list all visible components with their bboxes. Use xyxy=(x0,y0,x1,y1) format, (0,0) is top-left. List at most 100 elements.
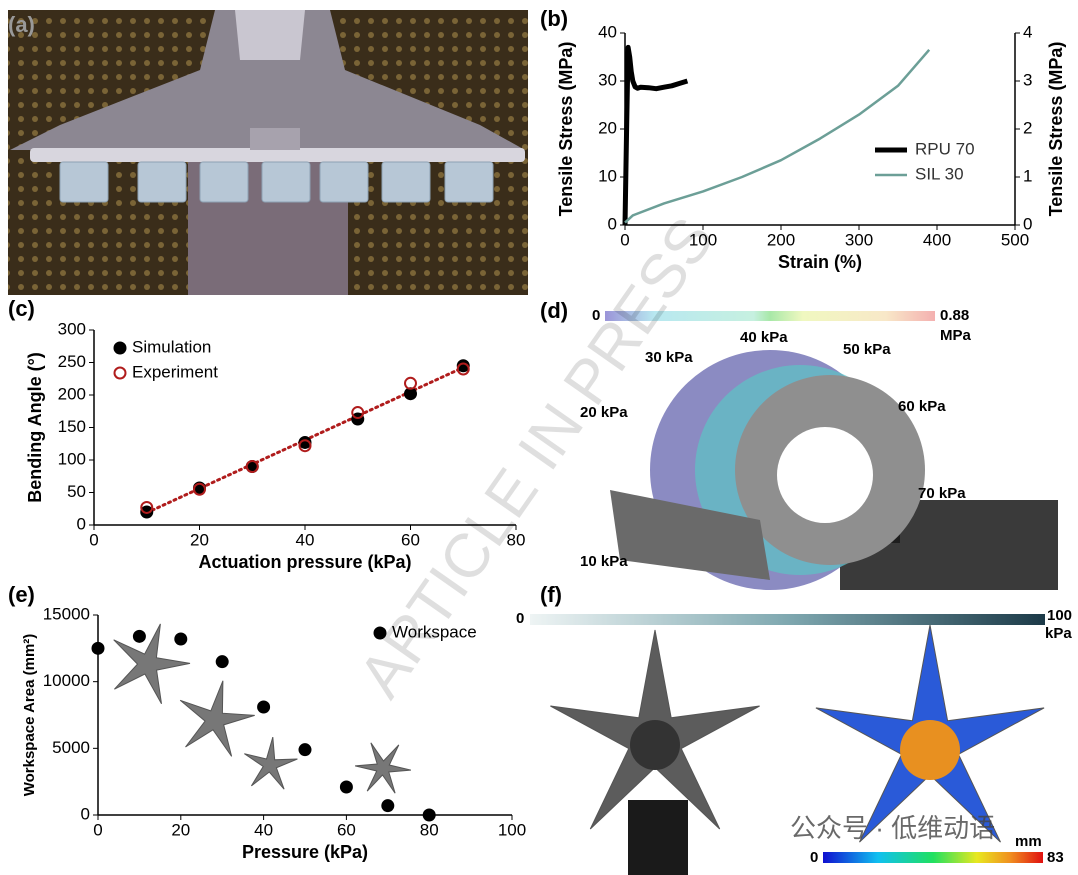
point xyxy=(404,387,417,401)
panel-label: (f) xyxy=(540,582,562,607)
y-tick-label: 30 xyxy=(598,70,617,89)
pressure-label: 40 kPa xyxy=(740,329,788,346)
y2-tick-label: 4 xyxy=(1023,22,1032,41)
x-tick-label: 80 xyxy=(420,820,439,839)
pressure-label: 30 kPa xyxy=(645,349,693,366)
point xyxy=(404,376,417,390)
pressure-label: 50 kPa xyxy=(843,341,891,358)
y-tick-label: 50 xyxy=(67,482,86,501)
colorbar-max: 100 xyxy=(1047,607,1072,624)
y-tick-label: 15000 xyxy=(43,604,90,623)
x-axis-title: Pressure (kPa) xyxy=(242,842,368,862)
y-tick-label: 250 xyxy=(58,352,86,371)
point xyxy=(298,439,312,453)
x-tick-label: 200 xyxy=(767,230,795,249)
point xyxy=(456,362,470,376)
x-tick-label: 80 xyxy=(507,530,526,549)
y-tick-label: 10000 xyxy=(43,671,90,690)
x-tick-label: 0 xyxy=(93,820,102,839)
colorbar-unit: mm xyxy=(1015,833,1042,850)
colorbar-min: 0 xyxy=(516,610,524,627)
point xyxy=(193,482,206,496)
y2-tick-label: 2 xyxy=(1023,118,1032,137)
star-icon xyxy=(354,742,412,794)
y-tick-label: 300 xyxy=(58,319,86,338)
x-tick-label: 20 xyxy=(190,530,209,549)
x-tick-label: 60 xyxy=(401,530,420,549)
point xyxy=(257,700,271,714)
y-axis-title: Bending Angle (°) xyxy=(25,352,45,503)
line-series xyxy=(624,48,931,224)
x-tick-label: 40 xyxy=(296,530,315,549)
y2-axis-title: Tensile Stress (MPa) xyxy=(1046,42,1066,217)
point xyxy=(140,500,154,514)
colorbar-unit: MPa xyxy=(940,327,972,344)
hub xyxy=(630,720,680,770)
y-tick-label: 20 xyxy=(598,118,617,137)
x-tick-label: 500 xyxy=(1001,230,1029,249)
star-icon xyxy=(244,736,298,790)
star-icon xyxy=(113,623,191,705)
x-axis-title: Strain (%) xyxy=(778,252,862,272)
legend-swatch xyxy=(113,366,127,380)
point xyxy=(91,641,105,655)
y-axis-title: Tensile Stress (MPa) xyxy=(556,42,576,217)
legend-label: SIL 30 xyxy=(915,164,964,183)
x-tick-label: 0 xyxy=(620,230,629,249)
legend-swatch xyxy=(373,626,387,640)
y-axis-title: Workspace Area (mm²) xyxy=(21,634,38,797)
watermark: 公众号 · 低维动语 xyxy=(790,813,995,843)
y-tick-label: 100 xyxy=(58,449,86,468)
x-tick-label: 100 xyxy=(689,230,717,249)
pressure-label: 60 kPa xyxy=(898,398,946,415)
colorbar-min: 0 xyxy=(592,307,600,324)
panel-label: (c) xyxy=(8,296,35,321)
y-tick-label: 40 xyxy=(598,22,617,41)
panel-label: (b) xyxy=(540,6,568,31)
star-icon xyxy=(179,680,255,757)
point xyxy=(381,799,395,813)
y-tick-label: 5000 xyxy=(52,738,90,757)
photo-gears xyxy=(610,350,1058,590)
hub xyxy=(900,720,960,780)
mount xyxy=(628,800,688,875)
x-tick-label: 400 xyxy=(923,230,951,249)
y2-tick-label: 3 xyxy=(1023,70,1032,89)
x-tick-label: 40 xyxy=(254,820,273,839)
y-tick-label: 0 xyxy=(608,214,617,233)
panel-label: (d) xyxy=(540,298,568,323)
pressure-label: 70 kPa xyxy=(918,485,966,502)
x-tick-label: 300 xyxy=(845,230,873,249)
x-axis-title: Actuation pressure (kPa) xyxy=(198,552,411,572)
point xyxy=(298,435,312,449)
legend-label: Experiment xyxy=(132,362,218,381)
colorbar-max: 0.88 xyxy=(940,307,969,324)
y-tick-label: 0 xyxy=(77,514,86,533)
y-tick-label: 10 xyxy=(598,166,617,185)
colorbar-min: 0 xyxy=(810,849,818,866)
y-tick-label: 200 xyxy=(58,384,86,403)
colorbar-unit: kPa xyxy=(1045,625,1072,642)
point xyxy=(298,743,312,757)
pressure-label: 10 kPa xyxy=(580,553,628,570)
colorbar xyxy=(823,852,1043,863)
point xyxy=(351,406,365,420)
legend-label: Workspace xyxy=(392,622,477,641)
pressure-label: 20 kPa xyxy=(580,404,628,421)
legend-label: RPU 70 xyxy=(915,139,975,158)
x-tick-label: 100 xyxy=(498,820,526,839)
point xyxy=(456,359,470,373)
colorbar xyxy=(530,614,1045,625)
photo-gripper xyxy=(8,10,528,295)
y-tick-label: 150 xyxy=(58,417,86,436)
point xyxy=(339,780,353,794)
y2-tick-label: 0 xyxy=(1023,214,1032,233)
legend-label: Simulation xyxy=(132,337,211,356)
point xyxy=(132,629,146,643)
x-tick-label: 20 xyxy=(171,820,190,839)
legend-swatch xyxy=(113,341,127,355)
point xyxy=(215,655,229,669)
colorbar xyxy=(605,311,935,321)
